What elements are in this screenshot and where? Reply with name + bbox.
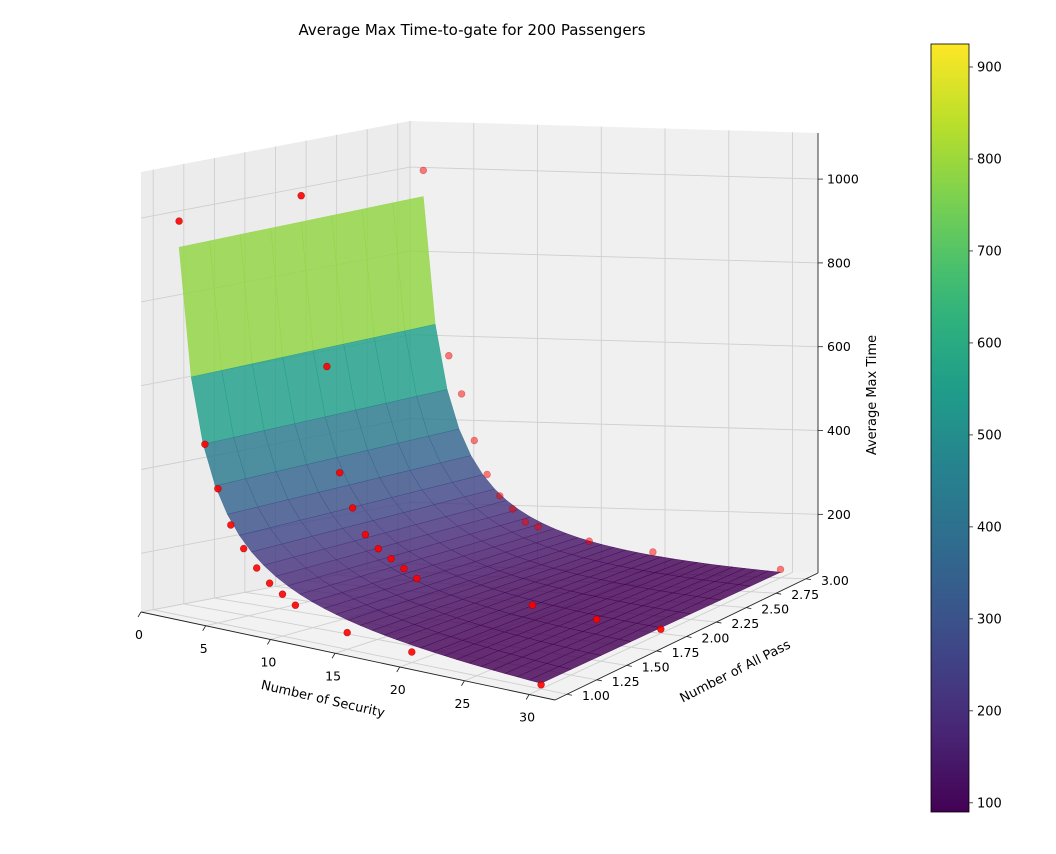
data-point <box>657 625 665 633</box>
x-tick-mark <box>267 639 271 645</box>
data-point <box>253 564 261 572</box>
colorbar-tick-label: 800 <box>977 153 1002 168</box>
y-tick-label: 2.75 <box>791 587 819 602</box>
data-point <box>361 530 370 539</box>
y-tick-label: 1.00 <box>582 688 610 703</box>
data-point <box>175 217 183 225</box>
data-point <box>413 574 421 583</box>
x-tick-mark <box>461 680 465 686</box>
data-point <box>291 601 300 609</box>
x-tick-mark <box>202 625 207 631</box>
data-points <box>175 166 785 689</box>
data-point <box>400 564 408 573</box>
data-point <box>240 544 248 553</box>
data-point <box>343 628 351 637</box>
x-tick-label: 10 <box>260 655 276 670</box>
data-point <box>323 362 331 371</box>
colorbar-tick-label: 100 <box>977 796 1002 811</box>
colorbar-ticks: 100 200 300 400 500 600 700 800 900 <box>969 61 1002 811</box>
x-tick-label: 30 <box>519 710 535 725</box>
y-tick-mark <box>716 621 722 624</box>
grid-line-z <box>140 166 819 219</box>
surface <box>178 196 782 684</box>
tick-labels: 0 5 10 15 20 25 30 1.001.251.501.752.002.252.50… <box>135 172 859 725</box>
data-point <box>521 518 530 526</box>
z-tick-label: 800 <box>827 255 851 270</box>
x-axis-label: Number of Security <box>260 678 387 721</box>
z-tick-label: 1000 <box>827 172 859 187</box>
y-tick-mark <box>566 693 573 696</box>
z-tick-label: 400 <box>827 423 851 438</box>
y-tick-label: 2.25 <box>731 616 759 631</box>
data-point <box>457 390 466 398</box>
x-tick-mark <box>525 694 530 700</box>
colorbar-tick-label: 400 <box>977 520 1002 535</box>
colorbar: 100 200 300 400 500 600 700 800 900 <box>930 43 1002 813</box>
data-point <box>592 615 601 623</box>
data-point <box>585 537 593 545</box>
x-tick-label: 5 <box>200 641 208 656</box>
data-point <box>483 470 491 479</box>
y-tick-mark <box>776 592 782 595</box>
x-axis-line <box>140 611 556 701</box>
x-tick-label: 25 <box>454 696 470 711</box>
z-tick-label: 200 <box>827 507 851 522</box>
data-point <box>445 352 453 360</box>
y-tick-mark <box>805 578 812 581</box>
y-tick-label: 2.00 <box>702 631 730 646</box>
data-point <box>496 492 504 500</box>
data-point <box>537 681 545 689</box>
back-pane <box>410 121 818 573</box>
y-tick-mark <box>596 679 602 682</box>
data-point <box>649 548 657 556</box>
colorbar-tick-label: 900 <box>977 61 1002 76</box>
x-tick-mark <box>331 653 336 659</box>
z-tick-label: 600 <box>827 339 851 354</box>
z-axis-label: Average Max Time <box>865 335 880 455</box>
data-point <box>214 485 222 493</box>
x-tick-label: 20 <box>390 682 406 697</box>
colorbar-fill <box>930 43 970 813</box>
y-tick-label: 1.50 <box>642 659 670 674</box>
y-tick-mark <box>626 664 632 667</box>
x-tick-mark <box>396 666 401 673</box>
data-point <box>470 436 478 445</box>
data-point <box>348 504 357 512</box>
data-point <box>776 565 785 574</box>
y-tick-label: 2.50 <box>761 602 789 617</box>
x-tick-mark <box>137 611 142 618</box>
surface-facet <box>528 666 572 684</box>
data-point <box>419 166 427 175</box>
data-point <box>297 192 305 200</box>
data-point <box>387 554 395 563</box>
data-point <box>508 505 517 513</box>
x-tick-label: 0 <box>135 627 143 642</box>
colorbar-tick-label: 200 <box>977 704 1002 719</box>
y-tick-label: 3.00 <box>821 573 849 588</box>
data-point <box>528 601 537 609</box>
y-tick-label: 1.75 <box>672 645 700 660</box>
data-point <box>227 521 235 529</box>
grid-line-y <box>152 169 568 695</box>
x-tick-label: 15 <box>325 668 341 683</box>
colorbar-tick-label: 500 <box>977 428 1002 443</box>
data-point <box>408 648 416 656</box>
colorbar-tick-label: 600 <box>977 336 1002 351</box>
data-point <box>534 522 542 531</box>
colorbar-tick-label: 300 <box>977 612 1002 627</box>
data-point <box>201 440 209 448</box>
y-tick-mark <box>746 607 752 610</box>
data-point <box>278 590 287 598</box>
data-point <box>374 544 382 553</box>
y-tick-mark <box>656 650 662 653</box>
y-tick-mark <box>686 636 692 638</box>
colorbar-tick-label: 700 <box>977 244 1002 259</box>
chart-title: Average Max Time-to-gate for 200 Passeng… <box>298 21 645 39</box>
data-point <box>336 469 344 477</box>
y-tick-label: 1.25 <box>612 674 640 689</box>
data-point <box>265 579 274 587</box>
grid-line-x <box>528 132 793 695</box>
